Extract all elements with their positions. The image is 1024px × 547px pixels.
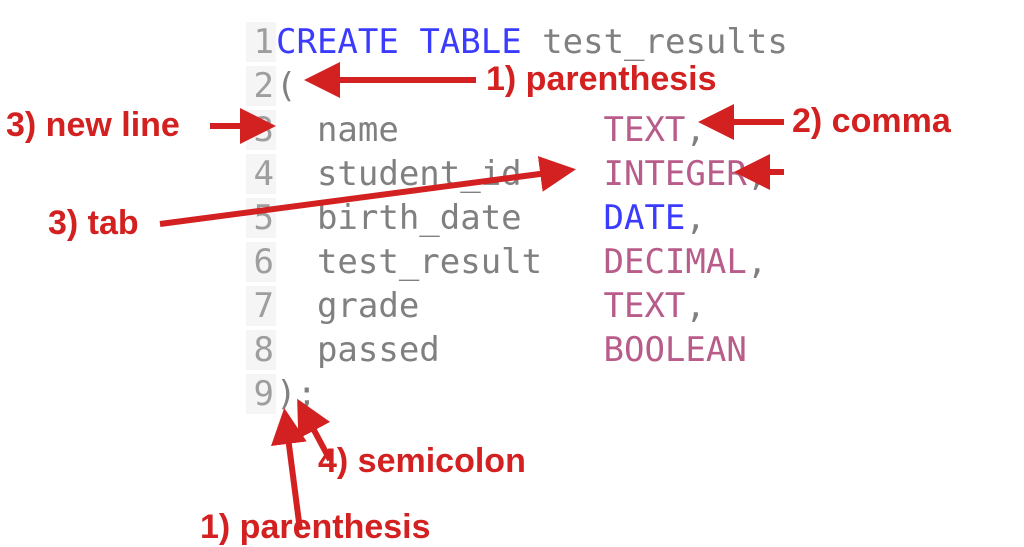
code-line: 3 name TEXT, xyxy=(246,108,788,152)
code-text: birth_date DATE, xyxy=(276,198,706,238)
code-text: ); xyxy=(276,374,317,414)
code-line: 8 passed BOOLEAN xyxy=(246,328,788,372)
code-line: 4 student_id INTEGER, xyxy=(246,152,788,196)
code-line: 7 grade TEXT, xyxy=(246,284,788,328)
code-text: name TEXT, xyxy=(276,110,706,150)
code-text: ( xyxy=(276,66,296,106)
code-line: 6 test_result DECIMAL, xyxy=(246,240,788,284)
code-line: 5 birth_date DATE, xyxy=(246,196,788,240)
line-number: 9 xyxy=(246,374,276,414)
line-number: 7 xyxy=(246,286,276,326)
line-number: 6 xyxy=(246,242,276,282)
code-text: passed BOOLEAN xyxy=(276,330,747,370)
annotation-new-line: 3) new line xyxy=(6,106,180,145)
annotation-semicolon: 4) semicolon xyxy=(318,442,526,481)
line-number: 2 xyxy=(246,66,276,106)
line-number: 8 xyxy=(246,330,276,370)
annotation-parenthesis-bottom: 1) parenthesis xyxy=(200,508,431,547)
line-number: 1 xyxy=(246,22,276,62)
annotation-comma: 2) comma xyxy=(792,102,951,141)
annotation-tab: 3) tab xyxy=(48,204,139,243)
code-text: grade TEXT, xyxy=(276,286,706,326)
code-line: 1CREATE TABLE test_results xyxy=(246,20,788,64)
line-number: 4 xyxy=(246,154,276,194)
line-number: 3 xyxy=(246,110,276,150)
code-text: test_result DECIMAL, xyxy=(276,242,767,282)
code-text: student_id INTEGER, xyxy=(276,154,767,194)
code-text: CREATE TABLE test_results xyxy=(276,22,788,62)
code-line: 9); xyxy=(246,372,788,416)
line-number: 5 xyxy=(246,198,276,238)
annotation-parenthesis-top: 1) parenthesis xyxy=(486,60,717,99)
